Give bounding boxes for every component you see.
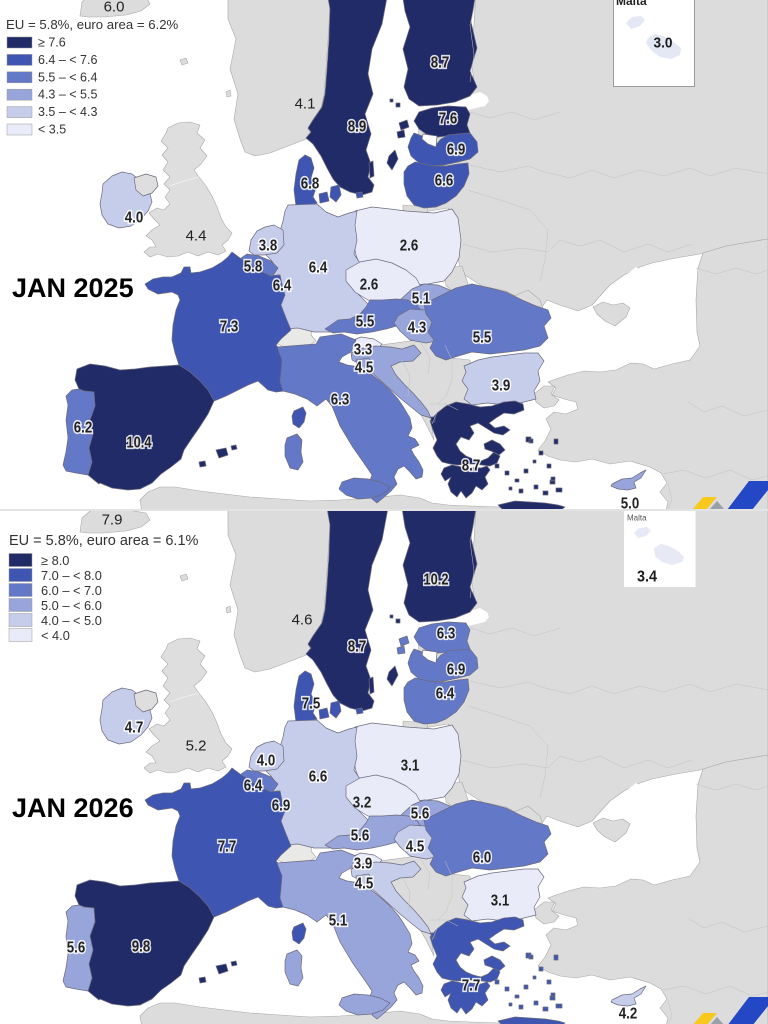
svg-text:4.0 – < 5.0: 4.0 – < 5.0: [41, 613, 102, 628]
svg-text:5.0: 5.0: [621, 496, 640, 513]
svg-text:4.1: 4.1: [295, 96, 316, 113]
svg-text:EU = 5.8%, euro area = 6.1%: EU = 5.8%, euro area = 6.1%: [9, 533, 199, 549]
svg-text:4.0: 4.0: [125, 210, 144, 227]
svg-text:6.4: 6.4: [273, 278, 292, 295]
svg-text:6.4 – < 7.6: 6.4 – < 7.6: [38, 53, 97, 67]
svg-text:7.5: 7.5: [302, 696, 321, 713]
svg-text:6.3: 6.3: [331, 392, 350, 409]
svg-text:10.4: 10.4: [127, 435, 152, 452]
svg-text:4.5: 4.5: [406, 839, 425, 856]
svg-text:3.9: 3.9: [492, 378, 511, 395]
svg-text:5.0 – < 6.0: 5.0 – < 6.0: [41, 598, 102, 613]
svg-text:5.6: 5.6: [411, 806, 430, 823]
svg-text:7.9: 7.9: [102, 512, 123, 529]
svg-text:5.8: 5.8: [244, 259, 263, 276]
svg-text:≥ 7.6: ≥ 7.6: [38, 36, 66, 50]
svg-text:≥ 8.0: ≥ 8.0: [41, 553, 69, 568]
svg-text:5.6: 5.6: [351, 828, 370, 845]
svg-text:4.0: 4.0: [257, 753, 276, 770]
svg-text:3.0: 3.0: [654, 35, 673, 52]
svg-text:10.2: 10.2: [424, 572, 449, 589]
svg-text:4.6: 4.6: [292, 612, 313, 629]
svg-text:6.9: 6.9: [272, 798, 291, 815]
svg-text:6.0: 6.0: [473, 850, 492, 867]
svg-text:6.0 – < 7.0: 6.0 – < 7.0: [41, 583, 102, 598]
svg-text:6.0: 6.0: [104, 0, 125, 16]
svg-text:3.5 – < 4.3: 3.5 – < 4.3: [38, 105, 97, 119]
svg-text:6.4: 6.4: [436, 686, 455, 703]
svg-text:6.8: 6.8: [301, 176, 320, 193]
svg-text:4.4: 4.4: [186, 228, 207, 245]
svg-text:JAN 2026: JAN 2026: [12, 793, 134, 823]
svg-text:5.1: 5.1: [329, 913, 348, 930]
svg-text:5.5: 5.5: [356, 314, 375, 331]
svg-text:4.3 – < 5.5: 4.3 – < 5.5: [38, 88, 97, 102]
svg-text:JAN 2025: JAN 2025: [12, 273, 134, 303]
svg-text:7.7: 7.7: [218, 839, 237, 856]
svg-text:4.5: 4.5: [355, 360, 374, 377]
svg-text:3.9: 3.9: [354, 856, 373, 873]
svg-text:2.6: 2.6: [400, 238, 419, 255]
svg-text:Malta: Malta: [627, 514, 647, 523]
svg-text:4.5: 4.5: [355, 876, 374, 893]
svg-text:< 4.0: < 4.0: [41, 628, 70, 643]
svg-text:3.8: 3.8: [259, 238, 278, 255]
svg-text:3.4: 3.4: [637, 569, 657, 586]
svg-text:5.5: 5.5: [473, 330, 492, 347]
svg-text:8.7: 8.7: [348, 639, 367, 656]
svg-text:7.7: 7.7: [462, 978, 481, 995]
svg-text:5.5 – < 6.4: 5.5 – < 6.4: [38, 70, 97, 84]
svg-text:4.7: 4.7: [125, 720, 144, 737]
svg-text:EU = 5.8%, euro area = 6.2%: EU = 5.8%, euro area = 6.2%: [6, 17, 179, 32]
svg-text:8.7: 8.7: [462, 458, 481, 475]
svg-text:9.8: 9.8: [132, 939, 151, 956]
svg-text:5.1: 5.1: [412, 291, 431, 308]
svg-text:8.7: 8.7: [431, 55, 450, 72]
svg-text:3.3: 3.3: [354, 342, 373, 359]
svg-text:Malta: Malta: [616, 0, 647, 8]
svg-text:3.1: 3.1: [401, 758, 420, 775]
svg-text:5.6: 5.6: [67, 940, 86, 957]
svg-text:5.2: 5.2: [186, 738, 207, 755]
svg-text:4.2: 4.2: [619, 1006, 638, 1023]
svg-text:7.6: 7.6: [439, 111, 458, 128]
svg-text:7.3: 7.3: [220, 319, 239, 336]
svg-text:6.6: 6.6: [309, 769, 328, 786]
svg-text:3.2: 3.2: [353, 795, 372, 812]
svg-text:6.9: 6.9: [447, 662, 466, 679]
svg-text:6.6: 6.6: [435, 173, 454, 190]
svg-text:6.4: 6.4: [309, 260, 328, 277]
svg-text:6.9: 6.9: [447, 142, 466, 159]
svg-text:6.2: 6.2: [74, 420, 93, 437]
svg-text:6.3: 6.3: [437, 626, 456, 643]
svg-text:4.3: 4.3: [408, 320, 427, 337]
svg-text:6.4: 6.4: [244, 778, 263, 795]
svg-text:2.6: 2.6: [360, 277, 379, 294]
svg-text:< 3.5: < 3.5: [38, 123, 66, 137]
svg-text:3.1: 3.1: [491, 893, 510, 910]
svg-text:8.9: 8.9: [348, 119, 367, 136]
svg-text:7.0 – < 8.0: 7.0 – < 8.0: [41, 568, 102, 583]
